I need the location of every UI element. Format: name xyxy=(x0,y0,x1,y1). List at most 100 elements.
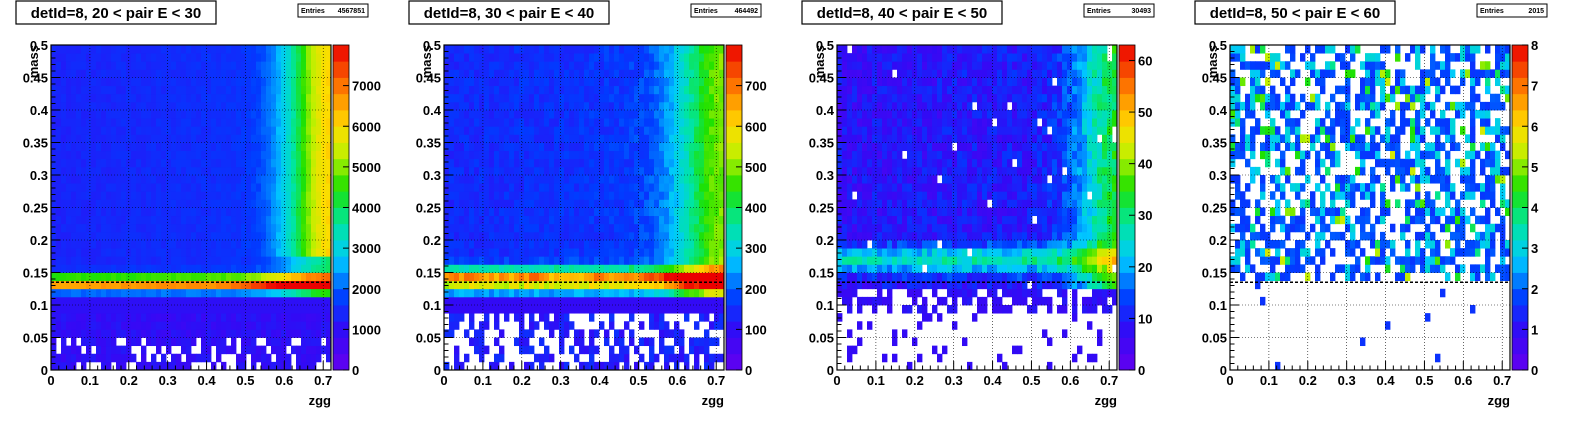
heatmap-bin xyxy=(514,313,520,322)
x-tick-label: 0 xyxy=(440,373,447,388)
heatmap-bin xyxy=(837,134,843,143)
heatmap-bin xyxy=(196,175,202,184)
heatmap-bin xyxy=(196,158,202,168)
heatmap-bin xyxy=(171,215,177,225)
heatmap-bin xyxy=(146,199,152,208)
heatmap-bin xyxy=(634,248,640,257)
heatmap-bin xyxy=(161,305,167,314)
heatmap-bin xyxy=(847,158,853,168)
heatmap-bin xyxy=(171,240,177,249)
heatmap-bin xyxy=(699,248,705,257)
heatmap-bin xyxy=(529,118,535,127)
heatmap-bin xyxy=(271,45,277,54)
heatmap-bin xyxy=(714,199,720,208)
heatmap-bin xyxy=(509,296,515,306)
heatmap-bin xyxy=(862,134,868,143)
heatmap-bin xyxy=(524,53,530,62)
heatmap-bin xyxy=(316,329,322,338)
heatmap-bin xyxy=(892,126,898,135)
heatmap-bin xyxy=(639,191,645,200)
heatmap-bin xyxy=(917,353,923,363)
heatmap-bin xyxy=(654,93,660,103)
color-scale-step xyxy=(726,61,742,78)
heatmap-bin xyxy=(484,223,490,233)
heatmap-bin xyxy=(917,118,923,127)
heatmap-bin xyxy=(156,69,162,78)
heatmap-bin xyxy=(644,166,650,176)
heatmap-bin xyxy=(51,223,57,233)
heatmap-bin xyxy=(186,118,192,127)
heatmap-bin xyxy=(842,272,848,282)
plot-frame-3: detId=8, 40 < pair E < 50 Entries 30493 … xyxy=(801,0,1155,408)
stats-value: 464492 xyxy=(735,8,758,15)
heatmap-bin xyxy=(111,313,117,322)
heatmap-bin xyxy=(191,93,197,103)
heatmap-bin xyxy=(241,134,247,143)
heatmap-bin xyxy=(922,207,928,217)
heatmap-bin xyxy=(146,264,152,273)
heatmap-bin xyxy=(236,280,242,290)
heatmap-bin xyxy=(261,199,267,208)
heatmap-bin xyxy=(201,240,207,249)
heatmap-bin xyxy=(271,199,277,208)
heatmap-bin xyxy=(639,45,645,54)
heatmap-bin xyxy=(704,53,710,62)
heatmap-bin xyxy=(116,264,122,273)
heatmap-bin xyxy=(76,264,82,273)
heatmap-bin xyxy=(111,280,117,290)
heatmap-bin xyxy=(907,77,913,87)
heatmap-bin xyxy=(66,313,72,322)
heatmap-bin xyxy=(484,231,490,241)
heatmap-bin xyxy=(892,248,898,257)
heatmap-bin xyxy=(544,240,550,249)
heatmap-bin xyxy=(624,126,630,135)
heatmap-bin xyxy=(106,183,112,192)
heatmap-bin xyxy=(867,248,873,257)
heatmap-bin xyxy=(316,45,322,54)
heatmap-bin xyxy=(321,158,327,168)
heatmap-bin xyxy=(236,191,242,200)
heatmap-bin xyxy=(191,77,197,87)
heatmap-bin xyxy=(539,142,545,152)
heatmap-bin xyxy=(251,134,257,143)
heatmap-bin xyxy=(281,280,287,290)
heatmap-bin xyxy=(679,305,685,314)
heatmap-bin xyxy=(61,45,67,54)
heatmap-bin xyxy=(286,85,292,95)
heatmap-bin xyxy=(81,134,87,143)
heatmap-bin xyxy=(459,183,465,192)
heatmap-bin xyxy=(101,166,107,176)
heatmap-bin xyxy=(569,288,575,298)
heatmap-bin xyxy=(654,199,660,208)
heatmap-bin xyxy=(564,77,570,87)
heatmap-bin xyxy=(201,280,207,290)
heatmap-bin xyxy=(689,280,695,290)
heatmap-bin xyxy=(161,215,167,225)
heatmap-bin xyxy=(559,158,565,168)
heatmap-bin xyxy=(141,126,147,135)
heatmap-bin xyxy=(684,280,690,290)
heatmap-bin xyxy=(574,134,580,143)
heatmap-bin xyxy=(867,207,873,217)
heatmap-bin xyxy=(464,126,470,135)
heatmap-bin xyxy=(166,256,172,265)
heatmap-bin xyxy=(241,345,247,355)
heatmap-bin xyxy=(316,296,322,306)
heatmap-bin xyxy=(912,183,918,192)
heatmap-bin xyxy=(166,199,172,208)
heatmap-bin xyxy=(449,134,455,143)
heatmap-bin xyxy=(494,53,500,62)
heatmap-bin xyxy=(529,321,535,330)
heatmap-bin xyxy=(306,353,312,363)
heatmap-bin xyxy=(892,272,898,282)
heatmap-bin xyxy=(76,77,82,87)
heatmap-bin xyxy=(847,118,853,127)
heatmap-bin xyxy=(311,231,317,241)
heatmap-bin xyxy=(619,345,625,355)
heatmap-bin xyxy=(141,329,147,338)
heatmap-bin xyxy=(266,93,272,103)
heatmap-bin xyxy=(569,305,575,314)
heatmap-bin xyxy=(459,85,465,95)
heatmap-bin xyxy=(121,288,127,298)
heatmap-bin xyxy=(882,53,888,62)
